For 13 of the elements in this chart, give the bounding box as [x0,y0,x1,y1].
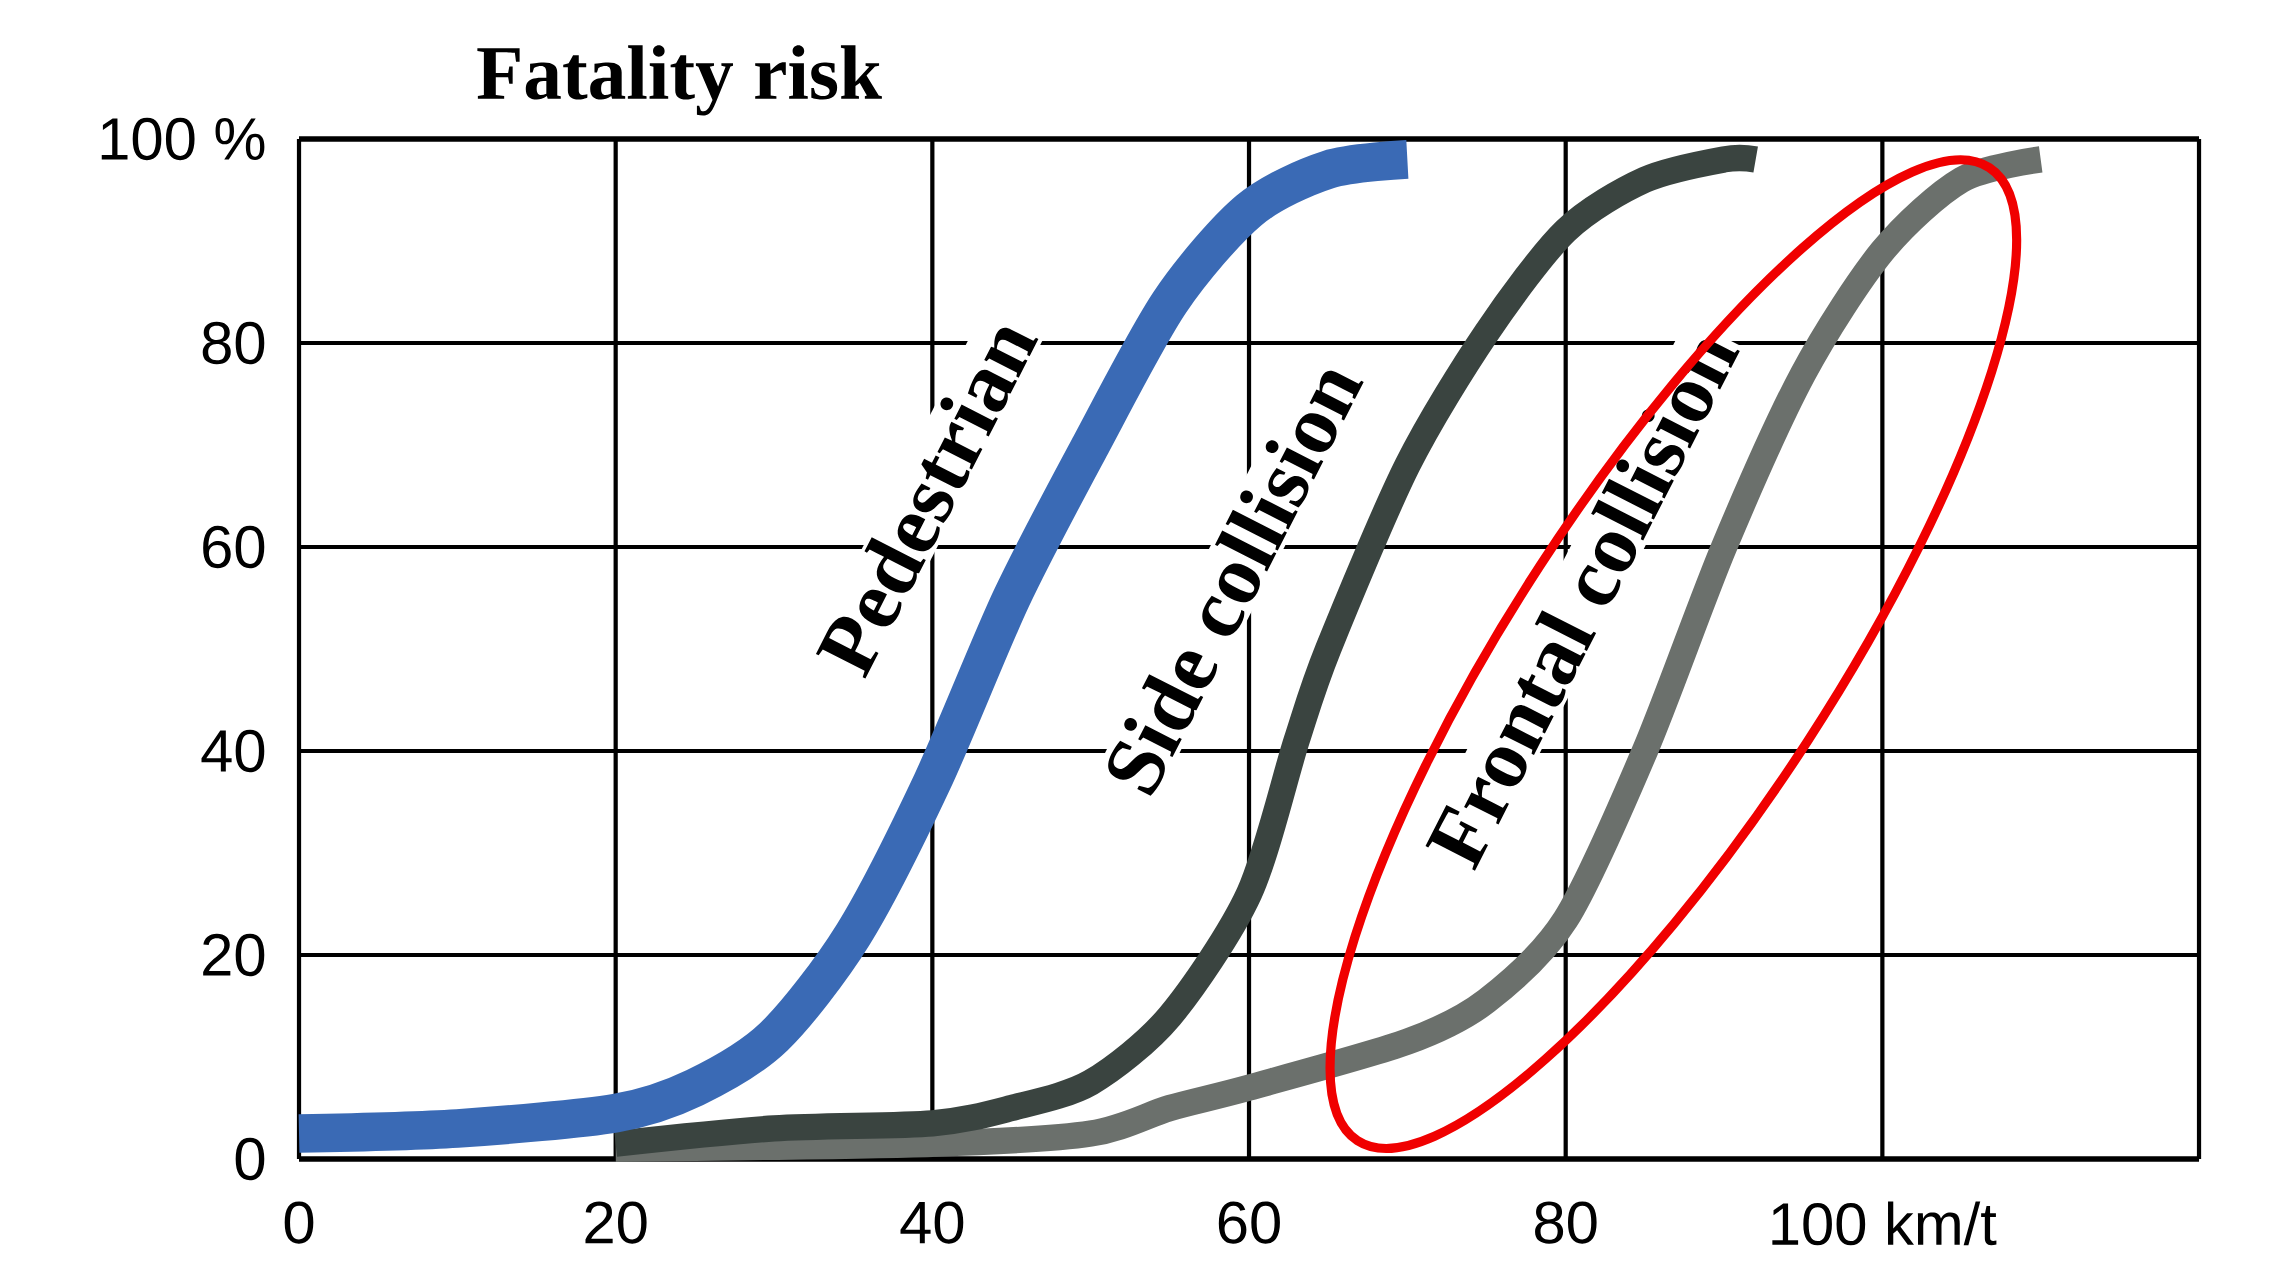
y-tick-label: 100 % [101,117,265,161]
x-tick-label: 40 [900,1201,964,1244]
y-tick-label: 0 [235,1137,265,1181]
y-tick-label: 80 [202,321,265,365]
x-tick-label: 0 [284,1201,314,1244]
y-tick-label: 60 [203,525,265,569]
x-tick-label: 20 [585,1201,647,1244]
x-tick-label: 80 [1535,1201,1597,1244]
x-tick-label: 60 [1218,1201,1280,1244]
chart-title: Fatality risk [477,45,882,116]
y-tick-label: 20 [203,933,265,977]
y-tick-label: 40 [201,729,265,773]
x-tick-label: 100 km/t [1772,1201,1997,1246]
